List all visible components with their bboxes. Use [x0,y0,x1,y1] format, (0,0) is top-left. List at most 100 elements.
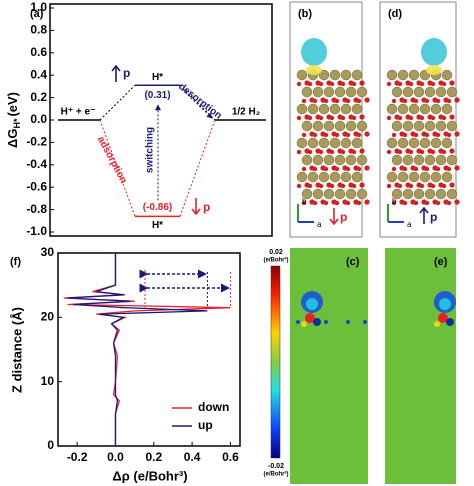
y-title-unit: (eV) [5,92,20,117]
legend-label: up [198,418,213,432]
atom [435,188,447,200]
atom-o [340,183,346,189]
panel-label: (b) [298,8,312,20]
y-tick-label: -1.0 [26,224,47,238]
atom-o [307,183,313,189]
atom-o [441,115,447,121]
y-tick-label: 0.2 [30,90,47,104]
y-tick-label: 0.0 [30,112,47,126]
atom-o [329,81,335,87]
atom-o [296,149,302,155]
atom [340,137,352,149]
atom [345,188,357,200]
atom-o [318,149,324,155]
atom [356,86,368,98]
atom-o [329,115,335,121]
atom [408,137,420,149]
atom [334,120,346,132]
annotation: switching [145,127,156,173]
density-dot [346,320,350,324]
atom-o [419,183,425,189]
atom [397,69,409,81]
atom-o [351,149,357,155]
atom-o [323,132,329,138]
atom [323,86,335,98]
atom-o [334,132,340,138]
atom [296,171,308,183]
density-blob [306,298,318,310]
atom [312,86,324,98]
atom-o [301,200,307,206]
atom-o [408,149,414,155]
atom [402,154,414,166]
atom [345,154,357,166]
atom [408,69,420,81]
atom-o [449,114,455,120]
atom [446,120,458,132]
density-blob [439,298,451,310]
atom [446,188,458,200]
x-tick-label: 0.0 [107,450,124,464]
y-axis-title: ΔGH*(eV) [5,92,22,148]
atom-o [345,132,351,138]
connector [99,119,216,217]
atom [301,120,313,132]
p-label: p [430,210,437,224]
atom-o [430,115,436,121]
atom [391,154,403,166]
panel-label: (d) [388,8,402,20]
atom [419,103,431,115]
atom-o [356,166,362,172]
atom-o [334,98,340,104]
annotation: adsorption [95,135,129,186]
density-blob [446,318,454,326]
atom-o [356,132,362,138]
desorption-arrow [181,88,213,119]
atom [312,154,324,166]
atom [323,120,335,132]
atom [307,137,319,149]
y-tick-label: 0.6 [30,45,47,59]
density-dot [296,320,300,324]
atom-o [408,115,414,121]
atom-o [307,81,313,87]
atom-o [364,131,370,137]
atom [329,171,341,183]
atom-o [318,115,324,121]
value-label: (0.31) [144,90,170,101]
atom [430,171,442,183]
plot-frame [57,252,241,447]
panel-label: (a) [30,8,44,20]
atom-o [386,183,392,189]
atom [446,154,458,166]
atom-o [441,149,447,155]
p-label: p [123,66,130,80]
atom [345,86,357,98]
p-label: p [340,210,347,224]
atom-o [296,81,302,87]
atom [340,171,352,183]
atom [296,69,308,81]
y-tick-label: 30 [41,245,55,259]
atom-o [356,98,362,104]
atom-o [364,165,370,171]
atom-o [435,132,441,138]
charge-blob [426,65,442,75]
crystal [296,38,370,206]
atom [402,120,414,132]
atom-o [430,149,436,155]
y-tick-label: 0.8 [30,23,47,37]
atom [296,137,308,149]
atom-o [435,166,441,172]
density-blob [438,313,448,323]
atom-o [334,166,340,172]
legend-label: down [198,400,229,414]
atom-o [359,182,365,188]
atom [419,171,431,183]
atom-o [413,132,419,138]
colorbar-unit: (e/Bohr³) [264,471,289,478]
atom-o [424,132,430,138]
atom [318,69,330,81]
atom [413,120,425,132]
atom-o [424,166,430,172]
